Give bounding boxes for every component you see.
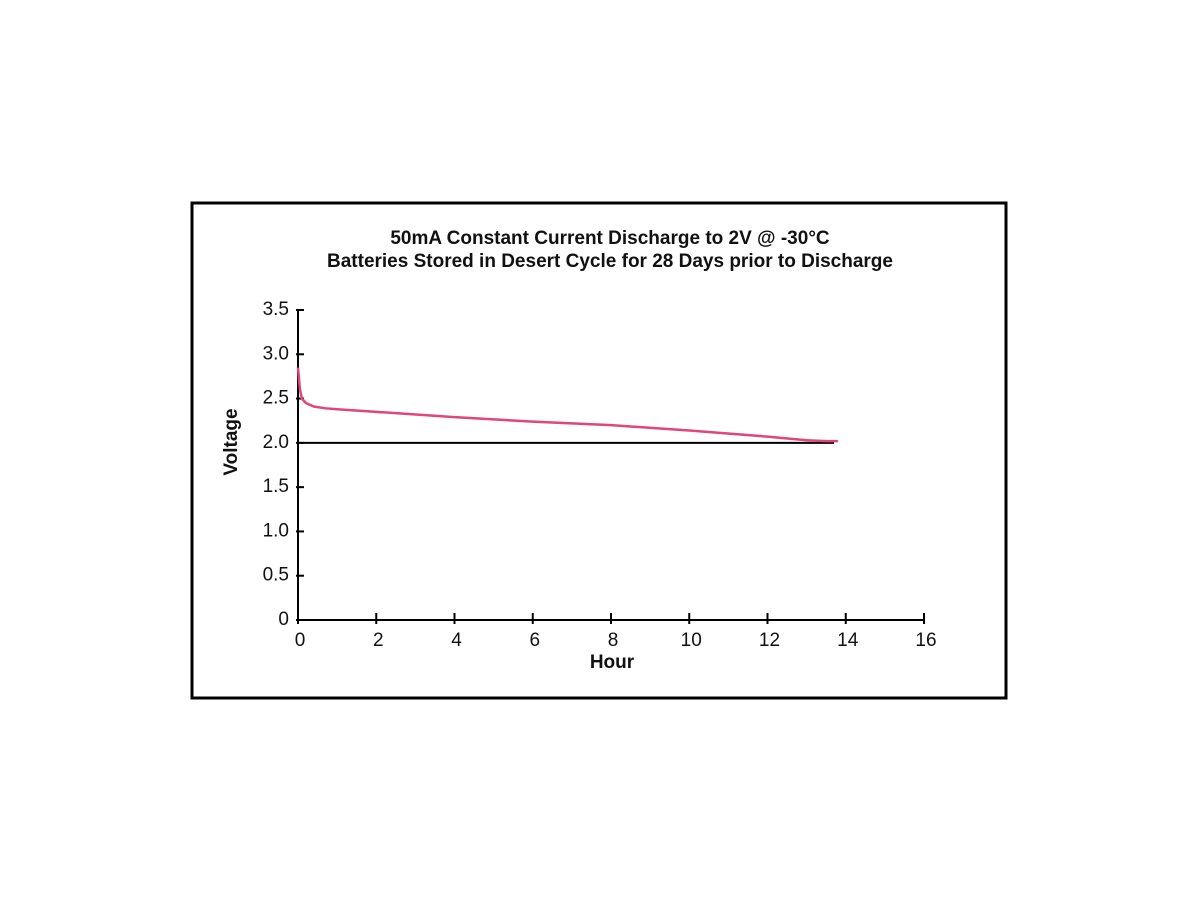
chart-frame [190,201,1008,700]
x-axis-label: Hour [590,652,635,673]
y-tick-label: 0.5 [263,565,289,586]
x-tick-label: 0 [295,630,306,651]
x-tick-label: 14 [837,630,859,651]
series-line [296,367,838,443]
y-tick-label: 1.0 [263,520,289,541]
y-tick-label: 1.5 [263,476,289,497]
y-axis-label: Voltage [221,408,242,475]
chart-title: 50mA Constant Current Discharge to 2V @ … [390,228,830,249]
y-tick-label: 2.0 [263,432,289,453]
y-tick-label: 2.5 [263,388,289,409]
x-tick-label: 6 [529,630,540,651]
x-tick-label: 4 [451,630,462,651]
x-tick-label: 16 [915,630,936,651]
y-tick-label: 3.0 [263,343,289,364]
x-tick-label: 8 [608,630,619,651]
y-tick-label: 0 [278,609,289,630]
x-tick-label: 2 [373,630,384,651]
x-tick-label: 10 [681,630,702,651]
y-tick-label: 3.5 [263,299,289,320]
x-tick-label: 12 [759,630,780,651]
chart-subtitle: Batteries Stored in Desert Cycle for 28 … [327,251,893,272]
